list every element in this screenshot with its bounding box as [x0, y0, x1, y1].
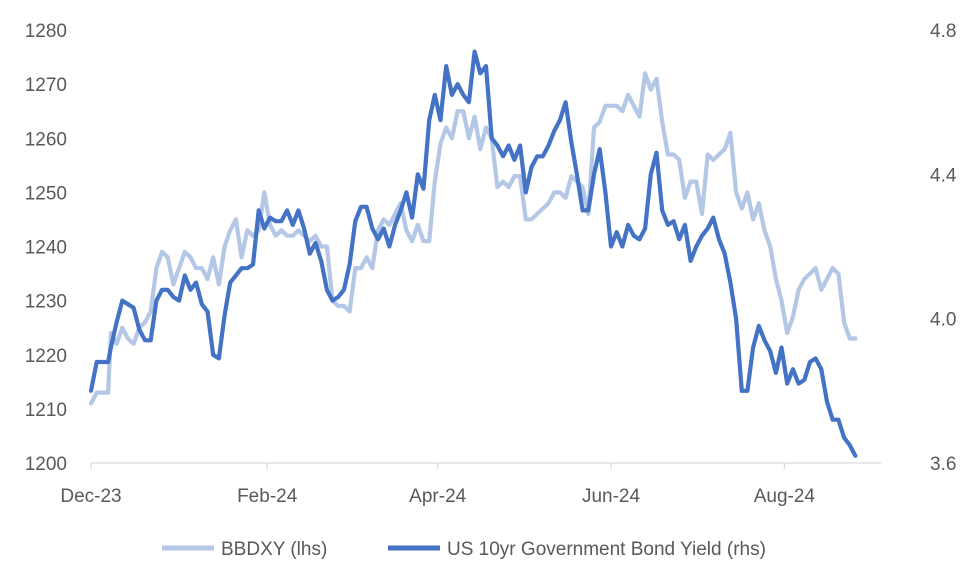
- x-tick-label: Aug-24: [754, 486, 816, 507]
- legend-label: US 10yr Government Bond Yield (rhs): [447, 539, 766, 560]
- axis-layer: 1200 1210 1220 1230 1240 1250 1260 1270 1280 3.6 4…: [25, 21, 957, 507]
- y-left-tick-label: 1270: [25, 75, 67, 96]
- x-tick-label: Dec-23: [60, 486, 121, 507]
- y-left-tick-label: 1200: [25, 454, 67, 475]
- y-right-tick-label: 4.0: [930, 310, 956, 331]
- y-right-tick-label: 4.4: [930, 165, 957, 186]
- y-right-tick-label: 4.8: [930, 21, 956, 42]
- y-left-tick-label: 1240: [25, 238, 67, 259]
- y-left-tick-label: 1250: [25, 183, 67, 204]
- series-layer: [88, 49, 858, 458]
- x-tick-label: Apr-24: [409, 486, 466, 507]
- y-left-tick-label: 1280: [25, 21, 67, 42]
- y-left-tick-label: 1210: [25, 400, 67, 421]
- x-tick-label: Feb-24: [237, 486, 298, 507]
- x-tick-label: Jun-24: [582, 486, 641, 507]
- y-left-tick-label: 1260: [25, 129, 67, 150]
- y-right-tick-label: 3.6: [930, 454, 956, 475]
- legend-label: BBDXY (lhs): [221, 539, 327, 560]
- y-left-tick-label: 1230: [25, 292, 67, 313]
- legend: BBDXY (lhs) US 10yr Government Bond Yield…: [162, 539, 766, 560]
- series-line-us-10yr-yield: [88, 49, 858, 458]
- series-line-bbdxy: [88, 71, 858, 406]
- y-left-tick-label: 1220: [25, 346, 67, 367]
